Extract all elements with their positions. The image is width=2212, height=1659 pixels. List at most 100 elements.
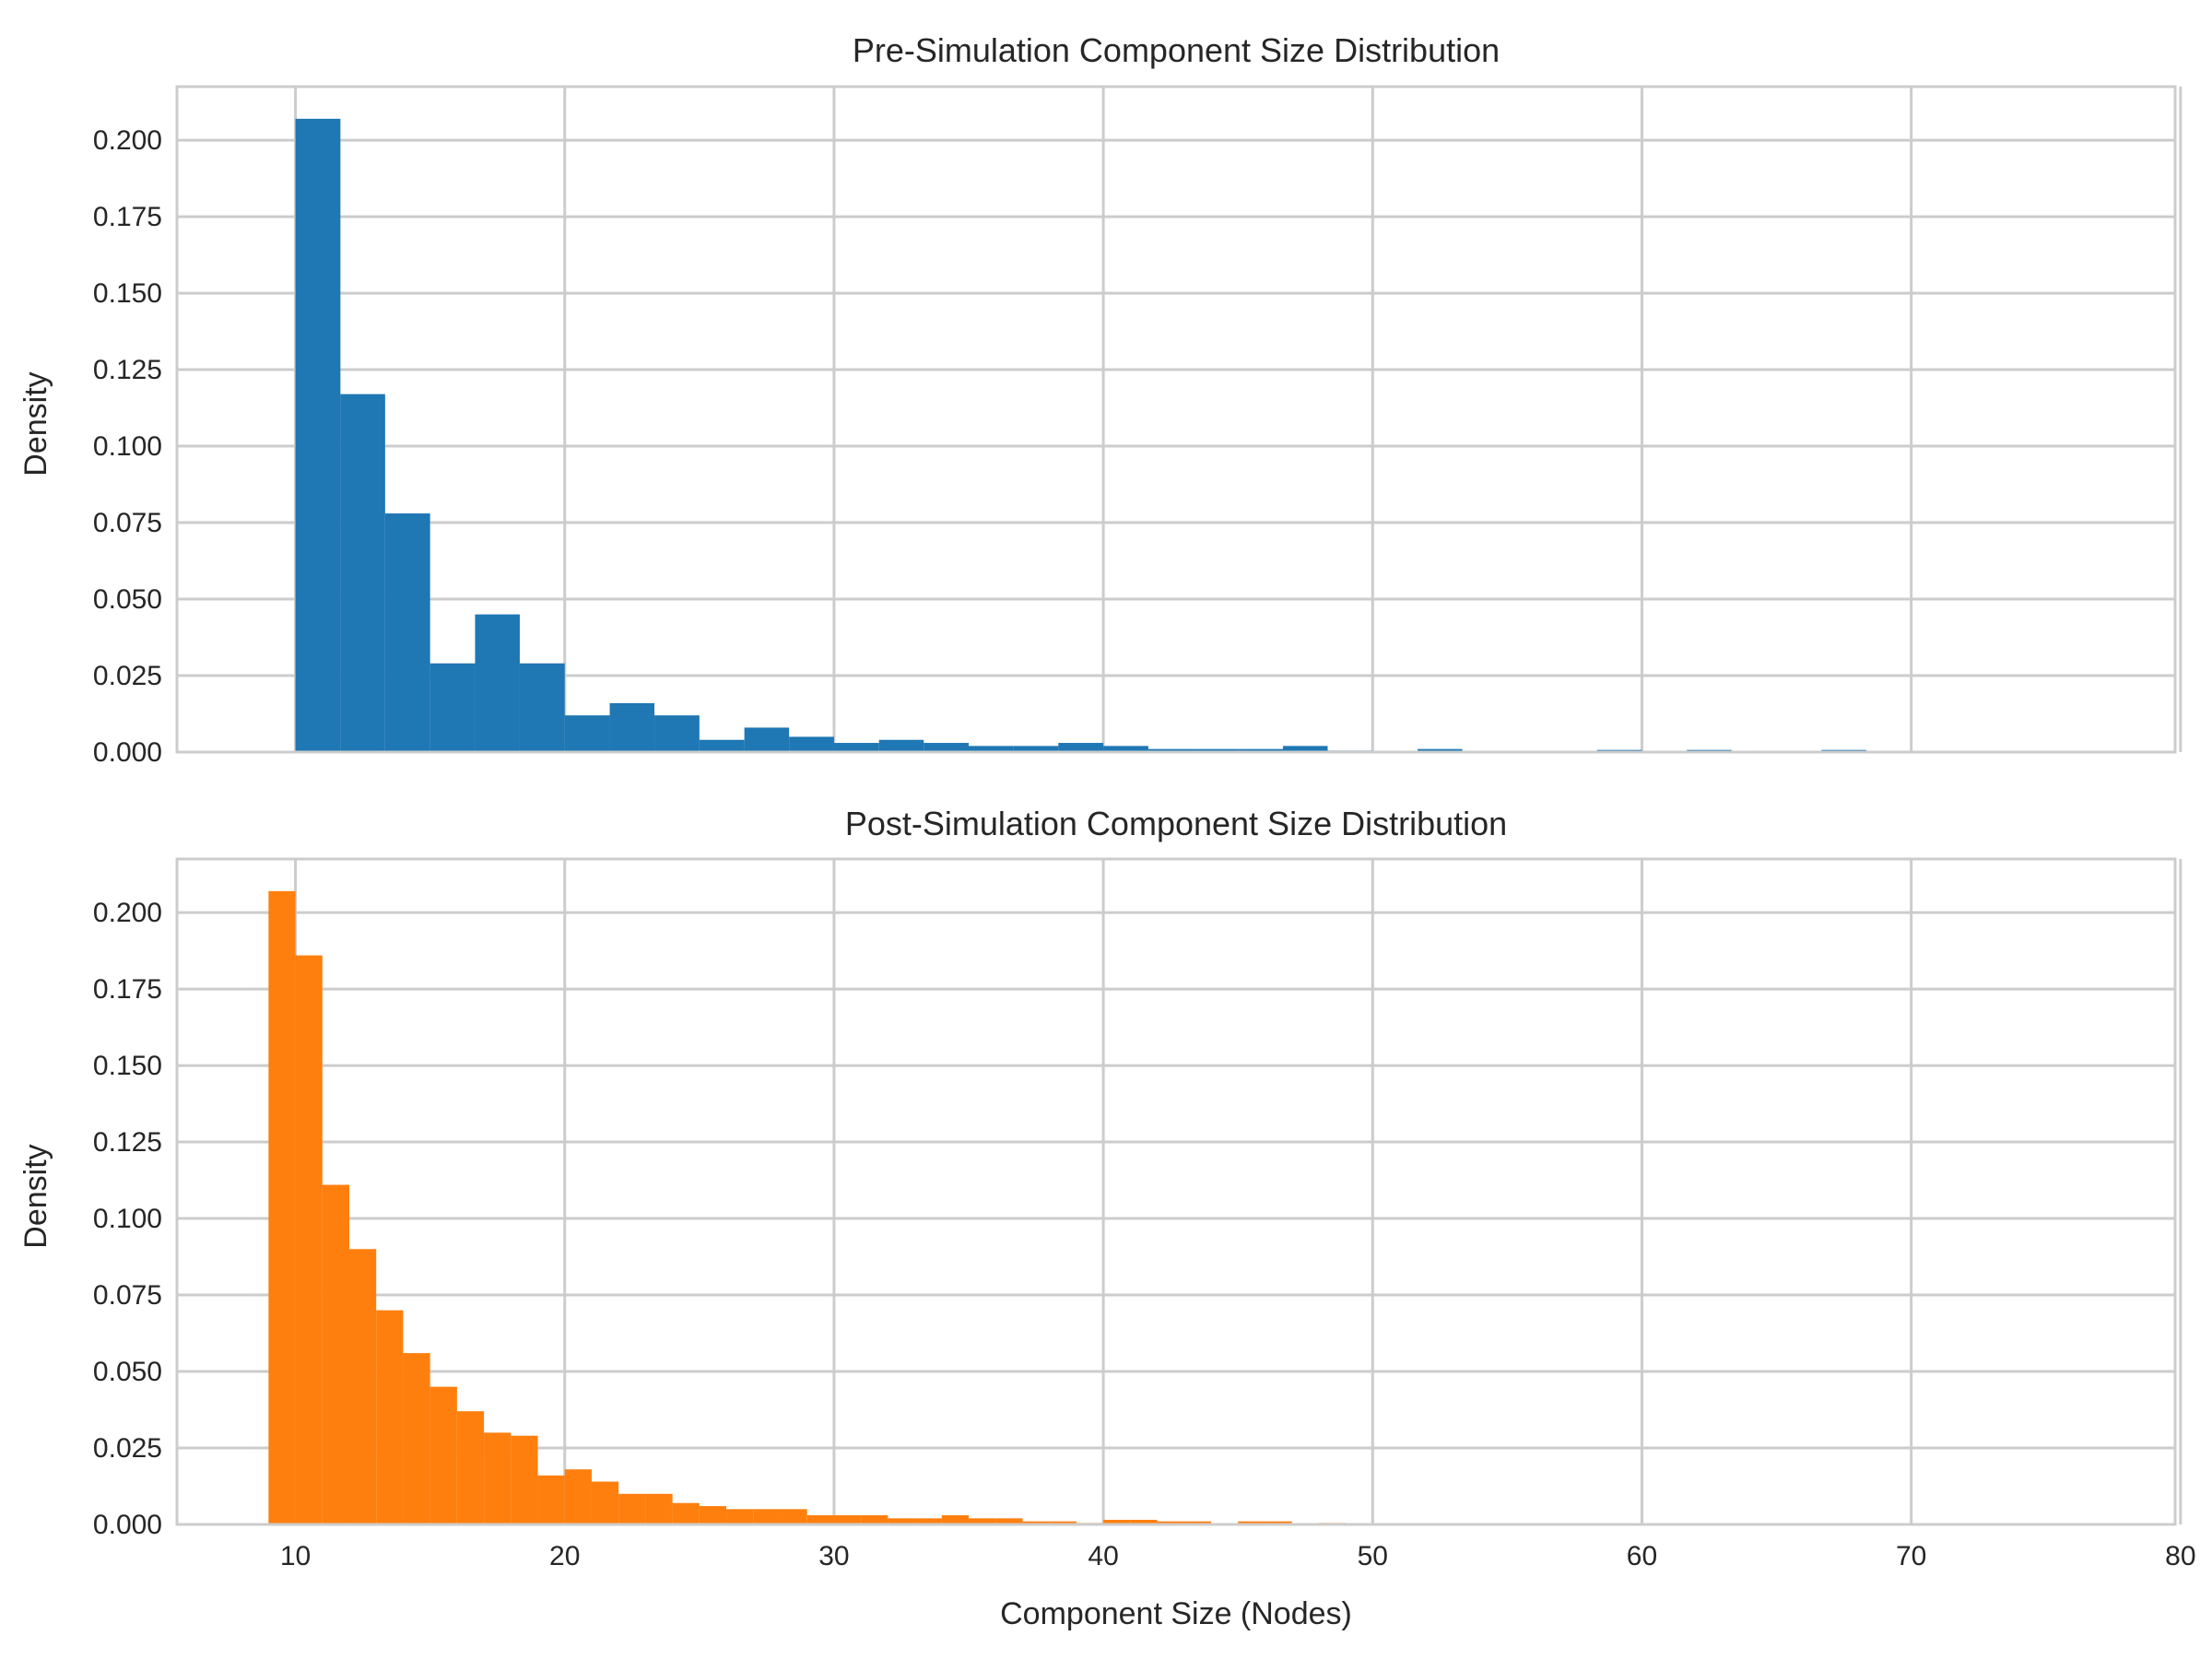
post-histogram-bar (376, 1310, 404, 1524)
pre-histogram-bar (1193, 748, 1239, 752)
pre-ytick-label: 0.050 (93, 584, 162, 615)
post-histogram-bar (1238, 1521, 1265, 1524)
post-histogram-bar (322, 1184, 349, 1524)
pre-ytick-label: 0.125 (93, 355, 162, 385)
post-histogram-bar (1103, 1520, 1131, 1524)
pre-bars (295, 118, 1866, 753)
post-histogram-bar (403, 1353, 430, 1524)
post-tick-labels: 0.000 0.025 0.050 0.075 0.100 0.125 0.150 0.175… (93, 898, 2196, 1571)
pre-histogram-bar (519, 663, 565, 752)
post-histogram-bar (295, 955, 323, 1524)
post-histogram-bar (591, 1481, 619, 1524)
post-ytick-label: 0.100 (93, 1204, 162, 1234)
post-histogram-bar (861, 1515, 888, 1524)
pre-histogram-bar (384, 513, 430, 752)
pre-histogram-bar (609, 702, 655, 752)
pre-histogram-bar (1147, 748, 1194, 752)
post-histogram-bar (484, 1432, 512, 1524)
post-histogram-bar (1049, 1521, 1077, 1524)
post-ytick-label: 0.200 (93, 898, 162, 928)
post-histogram-bar (348, 1249, 377, 1524)
pre-histogram-bar (654, 715, 700, 752)
post-xtick-label: 30 (818, 1541, 849, 1571)
post-histogram-bar (780, 1509, 807, 1524)
post-xtick-label: 10 (280, 1541, 311, 1571)
post-histogram-bar (1022, 1521, 1050, 1524)
pre-histogram-bar (833, 743, 879, 752)
post-ytick-label: 0.050 (93, 1357, 162, 1387)
post-histogram-bar (1265, 1521, 1292, 1524)
post-histogram-bar (511, 1435, 538, 1524)
pre-plot-frame (175, 85, 2177, 754)
pre-histogram-bar (1058, 743, 1104, 752)
pre-histogram-bar (789, 736, 834, 752)
pre-ytick-label: 0.000 (93, 737, 162, 768)
post-y-axis-label: Density (18, 1144, 53, 1248)
post-histogram-bar (914, 1518, 942, 1524)
post-histogram-bar (537, 1475, 565, 1524)
pre-histogram-bar (475, 614, 520, 752)
post-histogram-bar (268, 890, 296, 1524)
post-plot-frame (175, 857, 2177, 1526)
post-histogram-bar (699, 1506, 727, 1524)
pre-histogram-bar (1103, 746, 1148, 752)
pre-tick-labels: 0.000 0.025 0.050 0.075 0.100 0.125 0.150 0.175… (93, 125, 162, 768)
pre-histogram-bar (924, 743, 970, 752)
post-histogram-bar (1157, 1521, 1184, 1524)
post-histogram-bar (645, 1493, 673, 1524)
post-xtick-label: 40 (1088, 1541, 1118, 1571)
pre-histogram-bar (878, 739, 924, 752)
post-histogram-bar (941, 1515, 970, 1524)
post-xtick-label: 70 (1896, 1541, 1926, 1571)
post-chart-title: Post-Simulation Component Size Distribut… (845, 805, 1507, 842)
pre-simulation-panel: 0.000 0.025 0.050 0.075 0.100 0.125 0.150 0.175… (18, 31, 2183, 768)
pre-histogram-bar (1013, 746, 1059, 752)
post-histogram-bar (833, 1515, 862, 1524)
pre-ytick-label: 0.200 (93, 125, 162, 156)
pre-ytick-label: 0.075 (93, 508, 162, 538)
post-histogram-bar (995, 1518, 1023, 1524)
post-x-axis-label: Component Size (Nodes) (1000, 1596, 1352, 1631)
post-ytick-label: 0.075 (93, 1280, 162, 1311)
post-histogram-bar (564, 1469, 592, 1524)
pre-histogram-bar (1238, 748, 1283, 752)
post-histogram-bar (672, 1502, 700, 1524)
post-histogram-bar (888, 1518, 915, 1524)
post-histogram-bar (618, 1493, 646, 1524)
post-histogram-bar (969, 1518, 996, 1524)
post-ytick-label: 0.025 (93, 1433, 162, 1464)
post-histogram-bar (1183, 1521, 1211, 1524)
pre-histogram-bar (564, 715, 610, 752)
post-ytick-label: 0.150 (93, 1051, 162, 1081)
post-ytick-label: 0.000 (93, 1510, 162, 1540)
pre-chart-title: Pre-Simulation Component Size Distributi… (853, 31, 1500, 69)
post-xtick-label: 60 (1627, 1541, 1657, 1571)
pre-ytick-label: 0.175 (93, 202, 162, 232)
post-ytick-label: 0.175 (93, 974, 162, 1005)
pre-histogram-bar (429, 663, 476, 752)
post-xtick-label: 20 (549, 1541, 580, 1571)
post-xtick-label: 80 (2165, 1541, 2195, 1571)
pre-histogram-bar (340, 394, 385, 752)
pre-histogram-bar (1418, 748, 1463, 752)
pre-ytick-label: 0.100 (93, 431, 162, 462)
pre-histogram-bar (969, 746, 1014, 752)
post-histogram-bar (429, 1386, 457, 1524)
post-histogram-bar (753, 1509, 781, 1524)
post-histogram-bar (806, 1515, 834, 1524)
pre-histogram-bar (744, 727, 790, 752)
pre-histogram-bar (1282, 746, 1328, 752)
pre-ytick-label: 0.150 (93, 278, 162, 309)
pre-y-axis-label: Density (18, 371, 53, 476)
post-histogram-bar (1130, 1520, 1158, 1524)
post-simulation-panel: 0.000 0.025 0.050 0.075 0.100 0.125 0.150 0.175… (18, 805, 2196, 1631)
pre-histogram-bar (699, 739, 745, 752)
post-histogram-bar (726, 1509, 754, 1524)
pre-histogram-bar (295, 118, 341, 753)
post-bars (268, 890, 1347, 1524)
post-ytick-label: 0.125 (93, 1127, 162, 1158)
post-xtick-label: 50 (1358, 1541, 1388, 1571)
post-histogram-bar (456, 1411, 485, 1524)
pre-ytick-label: 0.025 (93, 661, 162, 691)
